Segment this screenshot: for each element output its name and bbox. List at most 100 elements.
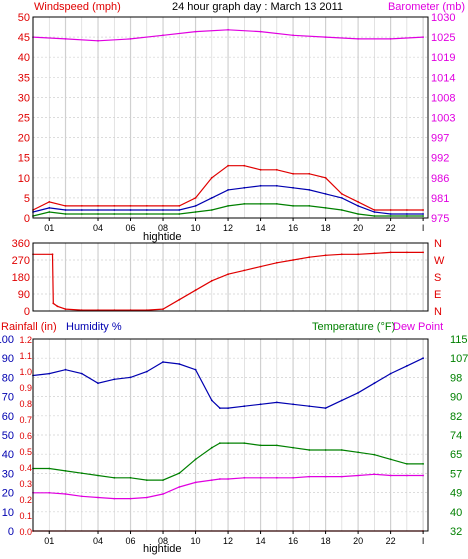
- wind-series-green-2-point-11: [210, 209, 213, 211]
- temp-series-blue-0-point-2: [64, 368, 67, 371]
- temp-series-green-1-point-5: [113, 476, 116, 479]
- temp-series-green-1-point-22: [373, 453, 376, 456]
- wind-series-blue-1-point-15: [275, 184, 278, 187]
- humidity-axis-ytick-label-10: 100: [0, 334, 14, 346]
- hightide-label-top: hightide: [143, 231, 182, 243]
- direction-series-0-point-21: [340, 253, 343, 256]
- wind-series-blue-1-point-9: [178, 209, 181, 211]
- wind-panel-xtick-label-1: 04: [93, 223, 103, 233]
- rain-axis-ytick-label-7: 0.7: [19, 415, 32, 425]
- wind-series-magenta-3-point-11: [389, 38, 392, 40]
- direction-series-0-point-4: [64, 308, 67, 310]
- wind-series-green-2-point-10: [194, 211, 197, 213]
- wind-panel-xtick-label-3: 08: [158, 223, 168, 233]
- wind-series-blue-1-point-7: [145, 209, 148, 211]
- temp-series-blue-0-point-8: [162, 361, 164, 363]
- temp-series-green-1-point-7: [145, 479, 148, 481]
- rain-axis-ytick-label-6: 0.6: [19, 431, 32, 441]
- temp-series-blue-0-point-20: [340, 399, 343, 402]
- wind-series-blue-1-point-24: [422, 213, 424, 215]
- temp-series-magenta-2-point-8: [162, 493, 164, 495]
- rain-axis-ytick-label-2: 0.2: [19, 495, 32, 505]
- wind-series-red-0-point-1: [48, 201, 51, 203]
- temp-axis-ytick-label-5: 74: [450, 430, 462, 442]
- temp-series-magenta-2-point-18: [308, 475, 311, 478]
- temp-panel-xtick-label-4: 10: [191, 536, 201, 546]
- humidity-axis-ytick-label-6: 60: [2, 411, 14, 423]
- temp-panel-xtick-label-8: 18: [321, 536, 331, 546]
- wind-right-ytick-label-10: 1030: [431, 12, 455, 24]
- direction-series-0-point-14: [227, 273, 230, 276]
- wind-series-red-0-point-17: [308, 172, 311, 175]
- wind-series-magenta-3-point-6: [227, 28, 230, 31]
- wind-right-ytick-label-5: 1003: [431, 113, 455, 125]
- wind-panel-xtick-label-9: 20: [353, 223, 363, 233]
- temp-series-green-1-point-25: [422, 463, 424, 465]
- temp-series-blue-0: [32, 357, 424, 409]
- temp-series-magenta-2-point-1: [48, 491, 51, 494]
- wind-series-blue-1-point-10: [194, 205, 197, 207]
- temp-series-magenta-2-point-13: [227, 478, 230, 480]
- wind-left-ytick-label-4: 20: [18, 133, 30, 145]
- wind-series-red-0-point-11: [210, 176, 213, 179]
- wind-series-red-0-point-20: [357, 201, 359, 203]
- wind-series-blue-1-point-14: [259, 184, 262, 187]
- direction-series-0-point-17: [275, 261, 278, 264]
- temp-axis-ytick-label-10: 115: [450, 334, 468, 346]
- direction-series-0-point-3: [56, 305, 59, 308]
- temp-panel-xtick-label-11: I: [422, 536, 425, 546]
- temp-panel-frame: [32, 338, 429, 532]
- page-title: 24 hour graph day : March 13 2011: [172, 1, 343, 13]
- rain-axis-ytick-label-0: 0.0: [19, 527, 32, 537]
- wind-series-green-2-point-18: [324, 207, 327, 209]
- wind-series-blue-1-point-20: [357, 205, 359, 207]
- wind-series-green-2-point-19: [340, 209, 343, 211]
- wind-series-magenta-3-point-10: [357, 38, 359, 40]
- temp-series-magenta-2-point-24: [406, 474, 408, 477]
- wind-series-red-0-point-7: [145, 205, 148, 207]
- temp-axis-ytick-label-9: 107: [450, 353, 468, 365]
- wind-series-green-2-point-3: [80, 213, 83, 215]
- direction-series-0-point-10: [162, 308, 164, 310]
- direction-series-0-point-25: [406, 251, 408, 254]
- wind-series-red-0-point-10: [194, 197, 197, 199]
- temp-series-blue-0-point-14: [243, 405, 246, 408]
- temp-series-blue-0-point-12: [219, 407, 221, 409]
- wind-series-blue-1-point-18: [324, 193, 327, 195]
- temp-series-magenta-2-point-5: [113, 497, 116, 500]
- wind-series-green-2-point-16: [292, 205, 294, 207]
- temperature-label: Temperature (°F): [312, 321, 395, 333]
- wind-series-blue-1-point-12: [227, 189, 230, 191]
- wind-right-ytick-label-1: 981: [431, 193, 449, 205]
- wind-series-magenta-3-point-9: [324, 36, 327, 38]
- temp-series-magenta-2-point-20: [340, 475, 343, 478]
- wind-series-red-0-point-21: [373, 209, 376, 211]
- temp-panel-xtick-label-6: 14: [256, 536, 266, 546]
- temp-series-blue-0-point-10: [194, 368, 197, 371]
- wind-series-magenta-3-point-7: [259, 30, 262, 33]
- direction-series-0-point-20: [324, 254, 327, 257]
- direction-series-0-point-16: [259, 265, 262, 268]
- dir-left-ytick-label-0: 0: [24, 306, 30, 318]
- rain-axis-ytick-label-9: 0.9: [19, 383, 32, 393]
- rain-axis-ytick-label-5: 0.5: [19, 447, 32, 457]
- wind-series-blue-1-point-5: [113, 209, 116, 211]
- humidity-axis-ytick-label-3: 30: [2, 468, 14, 480]
- wind-series-green-2-point-22: [389, 215, 392, 217]
- dir-left-ytick-label-3: 270: [12, 255, 30, 267]
- wind-series-blue-1-point-6: [129, 209, 132, 211]
- wind-series-green-2-point-13: [243, 203, 246, 205]
- wind-series-red-0-point-13: [243, 164, 246, 167]
- wind-series-magenta-3-point-2: [97, 39, 99, 42]
- direction-series-0-point-11: [178, 298, 181, 301]
- dir-left-ytick-label-2: 180: [12, 272, 30, 284]
- wind-series-red-0-point-9: [178, 205, 181, 207]
- direction-series-0-point-18: [292, 259, 294, 261]
- wind-series-green-2-point-17: [308, 205, 311, 207]
- temp-series-green-1-point-21: [357, 451, 359, 454]
- temp-series-green-1-point-11: [210, 446, 213, 449]
- wind-right-ytick-label-3: 992: [431, 153, 449, 165]
- wind-series-blue-1-point-23: [406, 213, 408, 215]
- wind-panel-frame: [32, 16, 429, 219]
- humidity-axis-ytick-label-9: 90: [2, 353, 14, 365]
